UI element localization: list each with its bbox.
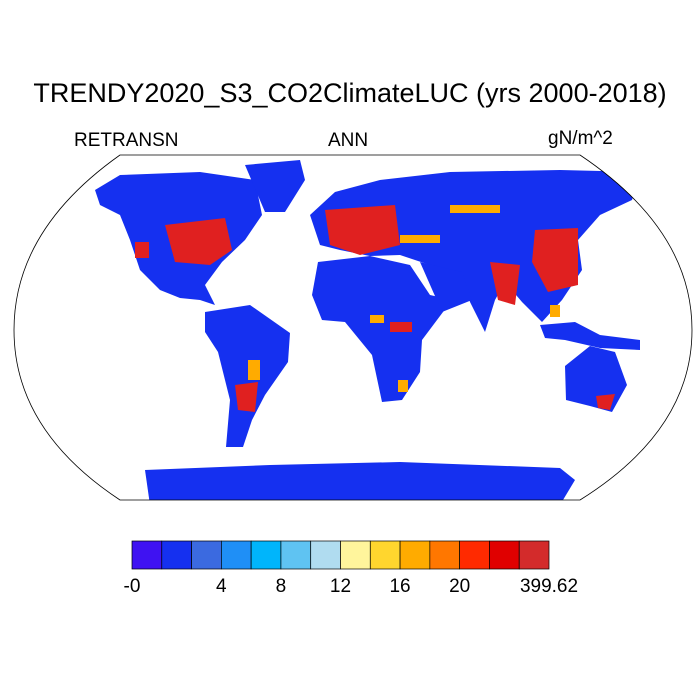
units-label: gN/m^2 [548, 128, 613, 149]
variable-label: RETRANSN [74, 130, 179, 151]
land-cells [95, 160, 640, 500]
colorbar-box [310, 540, 341, 570]
map-boundary [13, 154, 693, 501]
southeast-asia-islands [540, 322, 640, 350]
colorbar-tick-label: 20 [449, 576, 471, 597]
colorbar-tick-label: 399.62 [519, 576, 579, 597]
colorbar-tick-label: -0 [123, 576, 141, 597]
colorbar-tick-label: 12 [329, 576, 352, 597]
colorbar-box [250, 540, 282, 570]
colorbar-tick-label: 8 [275, 576, 287, 597]
colorbar-box [459, 540, 490, 570]
mid-value-cells [248, 205, 560, 392]
colorbar-box [369, 540, 401, 570]
high-value-cells [135, 205, 615, 412]
colorbar-box [489, 540, 520, 570]
plot-title: TRENDY2020_S3_CO2ClimateLUC (yrs 2000-20… [33, 78, 667, 108]
season-label: ANN [328, 130, 369, 151]
arabia [420, 262, 472, 312]
colorbar-tick-label: 4 [216, 576, 227, 597]
colorbar-box [340, 540, 371, 570]
colorbar-tick-label: 16 [389, 576, 411, 597]
colorbar [131, 540, 550, 570]
colorbar-box [161, 540, 192, 570]
colorbar-box [518, 540, 550, 570]
colorbar-box [221, 540, 252, 570]
south-america [205, 305, 290, 447]
colorbar-box [191, 540, 222, 570]
africa [312, 256, 452, 402]
australia [565, 346, 627, 412]
colorbar-box [399, 540, 431, 570]
antarctica [145, 462, 575, 500]
colorbar-box [429, 540, 460, 570]
colorbar-box [131, 540, 163, 570]
greenland [245, 160, 305, 212]
colorbar-box [280, 540, 312, 570]
